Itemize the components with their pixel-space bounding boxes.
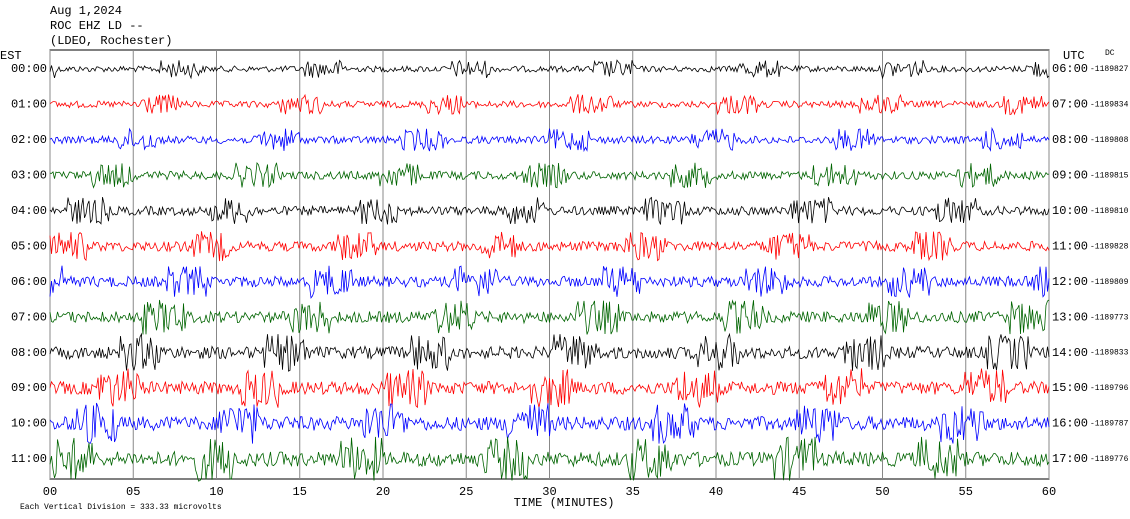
- dc-label: DC: [1105, 49, 1115, 58]
- row-label-est: 03:00: [11, 169, 47, 183]
- dc-offset: -1189796: [1090, 384, 1129, 393]
- dc-offset: -1189808: [1090, 136, 1129, 145]
- row-label-utc: 08:00: [1052, 133, 1088, 147]
- title-line: Aug 1,2024: [50, 4, 122, 18]
- row-label-utc: 07:00: [1052, 98, 1088, 112]
- dc-offset: -1189834: [1090, 101, 1129, 110]
- dc-offset: -1189828: [1090, 242, 1129, 251]
- x-tick-label: 50: [875, 485, 889, 499]
- row-label-utc: 14:00: [1052, 346, 1088, 360]
- row-label-utc: 09:00: [1052, 169, 1088, 183]
- row-label-utc: 17:00: [1052, 452, 1088, 466]
- trace: [49, 93, 1050, 116]
- row-label-est: 05:00: [11, 239, 47, 253]
- dc-offset: -1189776: [1090, 455, 1129, 464]
- dc-offset: -1189815: [1090, 171, 1129, 180]
- dc-offset: -1189773: [1090, 313, 1129, 322]
- left-axis-label: EST: [0, 49, 22, 63]
- row-label-est: 07:00: [11, 310, 47, 324]
- x-tick-label: 60: [1042, 485, 1056, 499]
- trace: [49, 265, 1050, 299]
- title-line: ROC EHZ LD --: [50, 19, 144, 33]
- title-line: (LDEO, Rochester): [50, 34, 172, 48]
- x-tick-label: 10: [209, 485, 223, 499]
- footer: Each Vertical Division = 333.33 microvol…: [20, 503, 222, 512]
- trace: [49, 162, 1050, 189]
- x-tick-label: 15: [293, 485, 307, 499]
- row-label-utc: 16:00: [1052, 417, 1088, 431]
- x-tick-label: 35: [626, 485, 640, 499]
- x-tick-label: 00: [43, 485, 57, 499]
- trace: [49, 402, 1050, 444]
- row-label-utc: 10:00: [1052, 204, 1088, 218]
- trace: [49, 368, 1050, 409]
- x-tick-label: 40: [709, 485, 723, 499]
- row-label-est: 09:00: [11, 381, 47, 395]
- row-label-est: 08:00: [11, 346, 47, 360]
- x-tick-label: 55: [959, 485, 973, 499]
- right-axis-label: UTC: [1063, 49, 1085, 63]
- dc-offset: -1189827: [1090, 65, 1129, 74]
- row-label-utc: 12:00: [1052, 275, 1088, 289]
- trace: [49, 332, 1050, 372]
- dc-offset: -1189809: [1090, 278, 1129, 287]
- row-label-est: 11:00: [11, 452, 47, 466]
- x-tick-label: 30: [542, 485, 556, 499]
- row-label-utc: 11:00: [1052, 239, 1088, 253]
- x-tick-label: 20: [376, 485, 390, 499]
- x-axis-label: TIME (MINUTES): [514, 496, 615, 510]
- row-label-est: 04:00: [11, 204, 47, 218]
- x-tick-label: 45: [792, 485, 806, 499]
- trace: [49, 196, 1050, 225]
- x-tick-label: 25: [459, 485, 473, 499]
- x-tick-label: 05: [126, 485, 140, 499]
- dc-offset: -1189810: [1090, 207, 1129, 216]
- trace: [49, 231, 1050, 262]
- row-label-utc: 13:00: [1052, 310, 1088, 324]
- row-label-est: 02:00: [11, 133, 47, 147]
- row-label-est: 01:00: [11, 98, 47, 112]
- trace: [49, 436, 1050, 482]
- row-label-est: 06:00: [11, 275, 47, 289]
- row-label-utc: 15:00: [1052, 381, 1088, 395]
- row-label-est: 10:00: [11, 417, 47, 431]
- trace: [49, 127, 1050, 153]
- dc-offset: -1189787: [1090, 420, 1129, 429]
- dc-offset: -1189833: [1090, 349, 1129, 358]
- trace: [49, 59, 1050, 80]
- trace: [49, 299, 1050, 335]
- row-label-utc: 06:00: [1052, 62, 1088, 76]
- row-label-est: 00:00: [11, 62, 47, 76]
